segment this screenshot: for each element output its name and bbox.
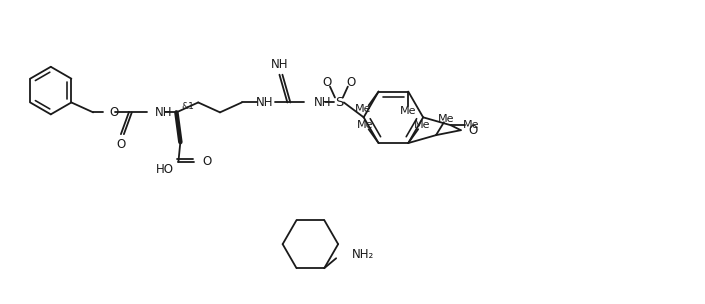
Text: O: O [346, 76, 355, 89]
Text: HO: HO [156, 163, 173, 176]
Text: O: O [469, 124, 478, 137]
Text: O: O [202, 155, 212, 168]
Text: Me: Me [414, 120, 430, 130]
Text: O: O [116, 138, 125, 150]
Text: &1: &1 [181, 102, 195, 111]
Text: NH: NH [271, 58, 288, 71]
Text: NH: NH [314, 96, 331, 109]
Text: Me: Me [400, 106, 417, 116]
Text: Me: Me [438, 114, 454, 124]
Text: NH: NH [154, 106, 172, 119]
Text: O: O [109, 106, 118, 119]
Text: S: S [335, 96, 343, 109]
Text: NH₂: NH₂ [352, 248, 374, 261]
Text: NH: NH [256, 96, 274, 109]
Text: Me: Me [357, 120, 373, 130]
Text: Me: Me [462, 120, 479, 130]
Text: Me: Me [355, 104, 371, 114]
Text: O: O [322, 76, 331, 89]
